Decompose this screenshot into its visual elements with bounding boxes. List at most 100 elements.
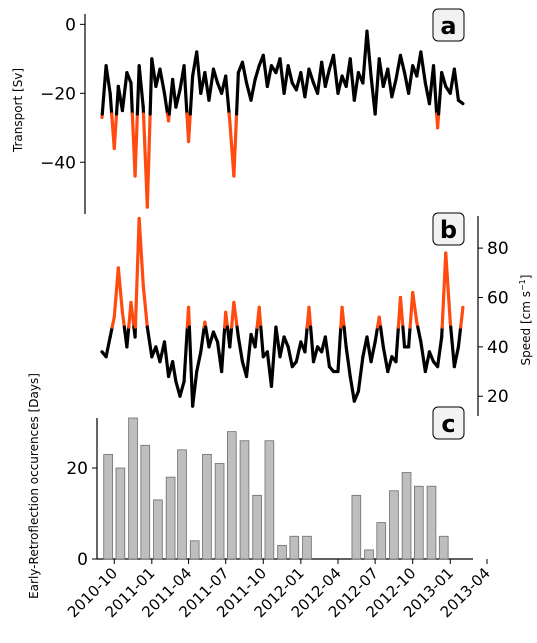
panel-a: 0 −20 −40 Transport [Sv] a (11, 8, 465, 214)
panel-c: 0 20 2010-102011-012011-042011-072011-102… (27, 373, 494, 621)
highlight-segment (459, 305, 465, 329)
bar (351, 494, 362, 560)
series-segment (390, 77, 398, 99)
highlight-segment (377, 315, 383, 329)
series-segment (244, 332, 253, 379)
series-segment (386, 355, 394, 374)
panel-b-y-axis-label-end: ] (519, 275, 533, 280)
y-tick-label: 0 (77, 550, 88, 570)
panel-a-y-ticks: 0 −20 −40 (40, 15, 85, 173)
series-segment (423, 350, 432, 374)
series-segment (309, 325, 316, 364)
bar (426, 485, 437, 560)
series-segment (352, 71, 360, 102)
highlight-segment (444, 251, 452, 324)
series-segment (344, 345, 352, 379)
y-tick-label: 20 (66, 459, 88, 479)
highlight-segment (112, 112, 119, 151)
bar (401, 472, 412, 560)
series-segment (303, 325, 309, 354)
y-tick-label: −40 (40, 153, 76, 173)
panel-c-y-ticks: 0 20 (66, 459, 97, 570)
panel-b-series (100, 216, 465, 408)
series-segment (253, 64, 261, 82)
bar (103, 453, 113, 560)
series-segment (381, 345, 390, 374)
series-segment (104, 64, 112, 95)
series-segment (282, 335, 290, 349)
highlight-segment (257, 305, 263, 329)
panel-b: 20 40 60 80 Speed [cm s−1] b (100, 212, 533, 416)
highlight-segment (116, 266, 125, 314)
y-tick-label: 0 (65, 15, 76, 35)
series-segment (386, 67, 394, 99)
highlight-segment (133, 112, 139, 178)
series-segment (452, 67, 461, 102)
bar (128, 417, 138, 560)
series-segment (236, 335, 245, 364)
bar (277, 544, 287, 560)
highlight-segment (186, 112, 192, 144)
highlight-segment (398, 295, 405, 329)
highlight-segment (137, 216, 145, 287)
series-segment (401, 325, 407, 349)
series-segment (456, 98, 465, 106)
highlight-segment (133, 216, 141, 329)
panel-a-label-box (432, 8, 465, 42)
series-segment (182, 325, 189, 384)
series-segment (294, 340, 303, 364)
series-segment (311, 345, 320, 364)
series-segment (249, 77, 257, 102)
series-segment (100, 64, 108, 116)
bar (364, 549, 374, 560)
panel-c-x-ticks: 2010-102011-012011-042011-072011-102012-… (64, 559, 494, 621)
series-segment (407, 64, 415, 95)
series-segment (234, 71, 240, 116)
series-segment (377, 57, 385, 89)
series-segment (373, 325, 380, 344)
panel-b-y-ticks: 20 40 60 80 (478, 239, 509, 407)
series-segment (162, 340, 171, 379)
series-segment (398, 53, 407, 75)
panel-a-y-axis-label: Transport [Sv] (11, 68, 25, 153)
series-segment (419, 340, 427, 374)
series-segment (253, 325, 259, 349)
highlight-segment (110, 315, 116, 329)
highlight-segment (145, 112, 152, 209)
panel-b-y-axis-label-base: Speed [cm s (519, 291, 533, 365)
panel-c-bars (103, 417, 449, 560)
series-segment (416, 325, 423, 344)
panel-c-label: c (441, 410, 455, 438)
highlight-segment (129, 300, 136, 329)
bar (414, 485, 424, 560)
series-segment (274, 325, 282, 359)
bar (438, 535, 449, 560)
highlight-segment (224, 310, 230, 329)
bar (389, 490, 399, 560)
series-segment (137, 64, 145, 109)
panel-b-y-axis-label: Speed [cm s−1] (518, 275, 533, 366)
series-segment (195, 350, 203, 374)
series-segment (199, 325, 206, 354)
panel-b-y-axis-label-sup: −1 (518, 279, 527, 291)
series-segment (158, 67, 167, 95)
series-segment (331, 53, 340, 95)
series-segment (108, 91, 114, 116)
highlight-segment (120, 310, 126, 329)
highlight-segment (141, 283, 149, 329)
highlight-segment (186, 305, 191, 329)
series-segment (178, 379, 186, 398)
bar (189, 540, 200, 560)
series-segment (352, 389, 360, 403)
highlight-segment (340, 305, 346, 329)
highlight-segment (411, 290, 419, 324)
series-segment (187, 325, 195, 408)
series-segment (174, 88, 182, 109)
series-segment (108, 325, 114, 339)
bar (214, 463, 225, 560)
highlight-segment (307, 305, 313, 329)
series-segment (336, 74, 344, 95)
series-segment (307, 67, 316, 85)
bar (202, 453, 212, 560)
